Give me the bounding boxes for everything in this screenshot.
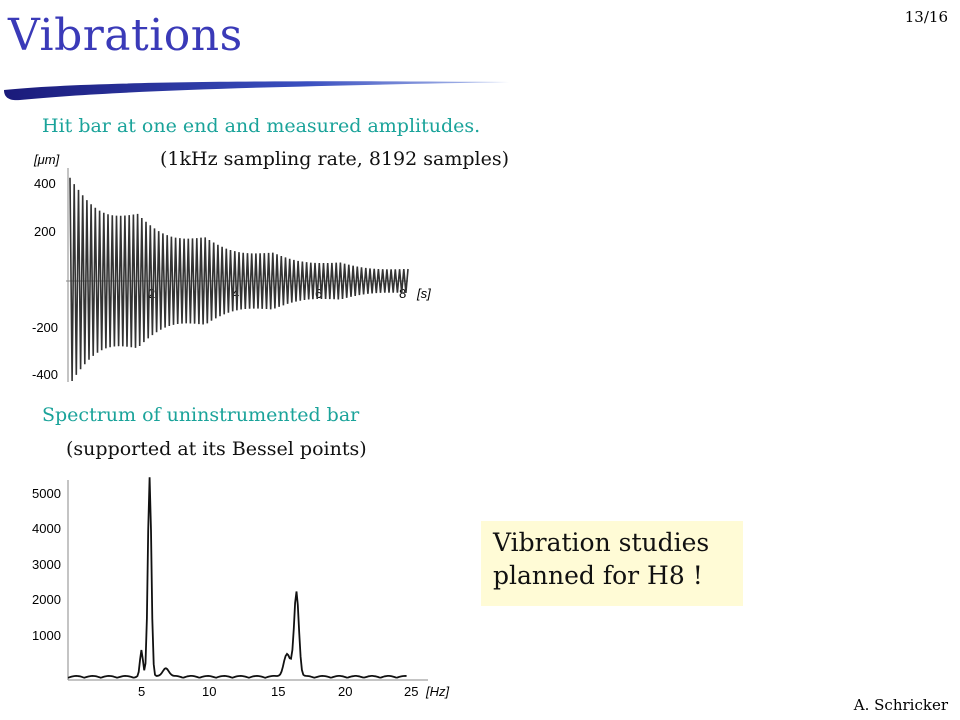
- caption-time-series-detail: (1kHz sampling rate, 8192 samples): [160, 148, 509, 170]
- chart1-ytick-200: 200: [34, 224, 56, 239]
- caption-spectrum-detail: (supported at its Bessel points): [66, 438, 367, 460]
- chart2-ytick-1000: 1000: [32, 628, 61, 643]
- chart2-spectrum-line: [67, 477, 407, 679]
- note-line-2: planned for H8 !: [493, 560, 703, 590]
- title-swoosh-decoration: [4, 81, 510, 101]
- caption-spectrum: Spectrum of uninstrumented bar: [42, 404, 360, 426]
- chart2-ytick-5000: 5000: [32, 486, 61, 501]
- vibration-studies-note: Vibration studies planned for H8 !: [481, 521, 743, 606]
- caption-time-series: Hit bar at one end and measured amplitud…: [42, 115, 481, 137]
- time-domain-chart: [μm] 400 200 -200 -400 2 4 6 8 [s]: [32, 152, 431, 382]
- chart2-xtick-5: 5: [138, 684, 145, 699]
- chart1-xtick-6: 6: [315, 286, 322, 301]
- author-name: A. Schricker: [853, 696, 948, 714]
- chart2-ytick-2000: 2000: [32, 592, 61, 607]
- chart2-xtick-15: 15: [271, 684, 285, 699]
- chart2-ytick-3000: 3000: [32, 557, 61, 572]
- chart1-ytick-400: 400: [34, 176, 56, 191]
- chart1-ylabel: [μm]: [33, 152, 60, 167]
- chart1-waveform-line: [69, 177, 409, 382]
- page-number: 13/16: [904, 8, 948, 26]
- chart1-ytick-neg200: -200: [32, 320, 58, 335]
- chart2-xtick-20: 20: [338, 684, 352, 699]
- note-line-1: Vibration studies: [493, 528, 710, 557]
- chart2-xtick-25: 25: [404, 684, 418, 699]
- chart1-xlabel: [s]: [416, 286, 431, 301]
- chart1-ytick-neg400: -400: [32, 367, 58, 382]
- chart2-xtick-10: 10: [202, 684, 216, 699]
- chart2-xlabel: [Hz]: [425, 684, 450, 699]
- spectrum-chart: 5000 4000 3000 2000 1000 5 10 15 20 25 […: [32, 477, 450, 699]
- chart1-xtick-8: 8: [399, 286, 406, 301]
- chart2-ytick-4000: 4000: [32, 521, 61, 536]
- slide-title: Vibrations: [8, 10, 243, 61]
